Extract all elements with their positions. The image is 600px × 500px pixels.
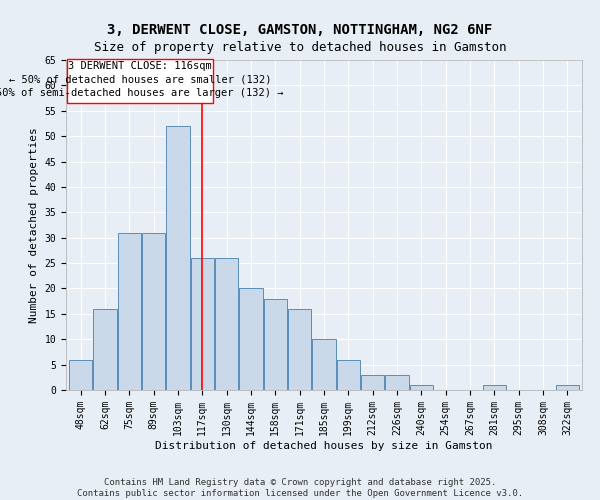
Bar bbox=[410, 385, 433, 390]
X-axis label: Distribution of detached houses by size in Gamston: Distribution of detached houses by size … bbox=[155, 440, 493, 450]
Bar bbox=[191, 258, 214, 390]
Text: ← 50% of detached houses are smaller (132): ← 50% of detached houses are smaller (13… bbox=[9, 74, 271, 84]
Bar bbox=[385, 375, 409, 390]
Bar bbox=[313, 339, 335, 390]
Bar bbox=[118, 232, 141, 390]
Bar bbox=[288, 309, 311, 390]
Bar bbox=[215, 258, 238, 390]
Bar bbox=[69, 360, 92, 390]
Bar bbox=[361, 375, 384, 390]
Bar bbox=[483, 385, 506, 390]
Text: 50% of semi-detached houses are larger (132) →: 50% of semi-detached houses are larger (… bbox=[0, 88, 284, 98]
Text: Size of property relative to detached houses in Gamston: Size of property relative to detached ho… bbox=[94, 41, 506, 54]
Bar bbox=[337, 360, 360, 390]
Bar bbox=[166, 126, 190, 390]
Bar bbox=[239, 288, 263, 390]
Y-axis label: Number of detached properties: Number of detached properties bbox=[29, 127, 39, 323]
Text: 3 DERWENT CLOSE: 116sqm: 3 DERWENT CLOSE: 116sqm bbox=[68, 60, 212, 70]
Bar bbox=[142, 232, 165, 390]
Bar bbox=[556, 385, 579, 390]
Text: Contains HM Land Registry data © Crown copyright and database right 2025.
Contai: Contains HM Land Registry data © Crown c… bbox=[77, 478, 523, 498]
Bar bbox=[264, 298, 287, 390]
Bar bbox=[94, 309, 116, 390]
FancyBboxPatch shape bbox=[67, 59, 213, 103]
Text: 3, DERWENT CLOSE, GAMSTON, NOTTINGHAM, NG2 6NF: 3, DERWENT CLOSE, GAMSTON, NOTTINGHAM, N… bbox=[107, 22, 493, 36]
